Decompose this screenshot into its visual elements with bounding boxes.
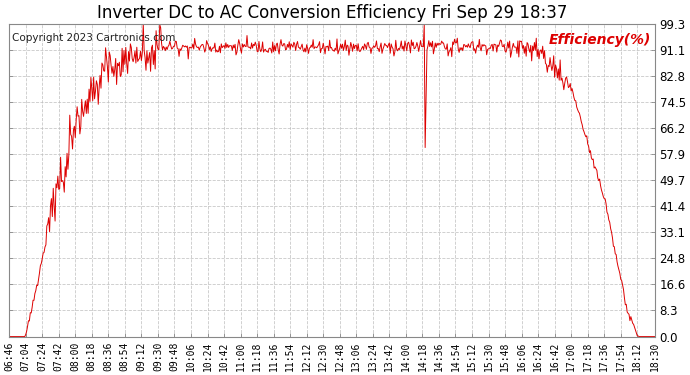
- Text: Copyright 2023 Cartronics.com: Copyright 2023 Cartronics.com: [12, 33, 176, 43]
- Title: Inverter DC to AC Conversion Efficiency Fri Sep 29 18:37: Inverter DC to AC Conversion Efficiency …: [97, 4, 567, 22]
- Text: Efficiency(%): Efficiency(%): [549, 33, 651, 47]
